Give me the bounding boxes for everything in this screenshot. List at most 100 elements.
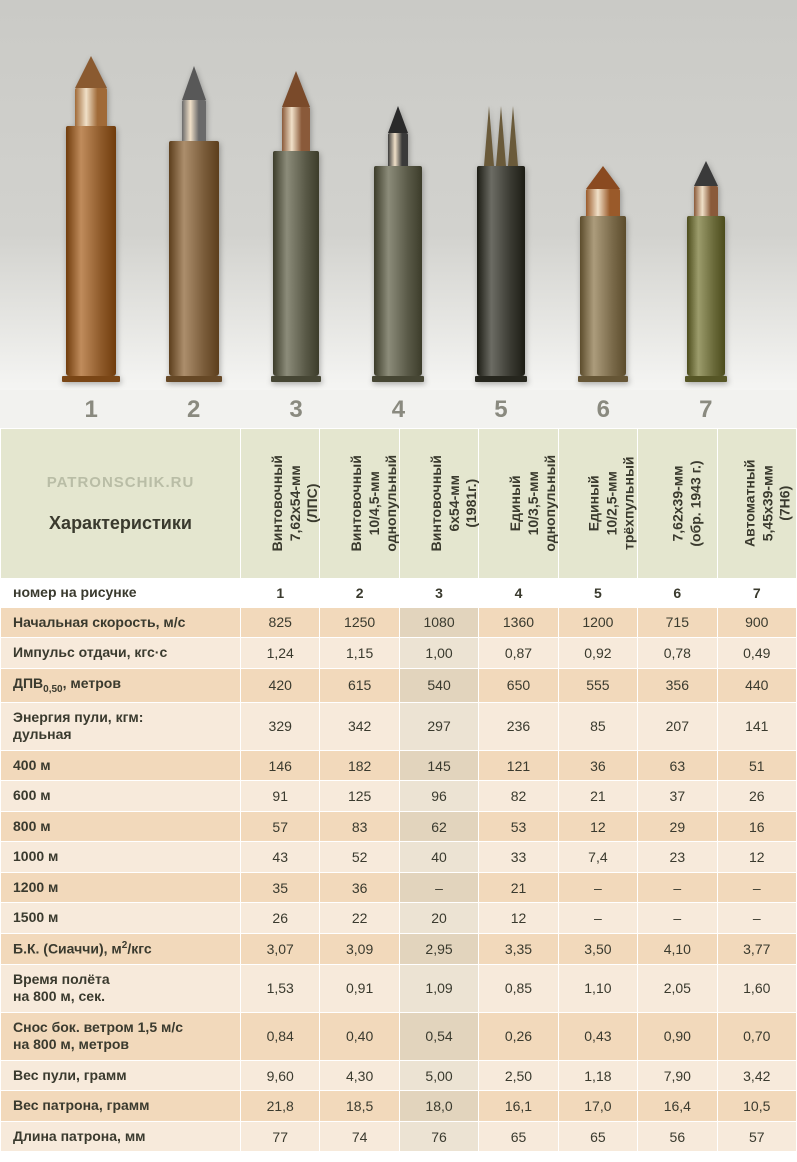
- data-cell: 62: [399, 811, 478, 842]
- data-cell: 4,30: [320, 1060, 399, 1091]
- index-cell: 1: [241, 579, 320, 608]
- data-cell: –: [638, 903, 717, 934]
- characteristics-table: PATRONSCHIK.RU Характеристики Винтовочны…: [0, 428, 797, 1152]
- image-number: 6: [552, 396, 654, 424]
- data-cell: 65: [558, 1121, 637, 1152]
- table-row: ДПВ0,50, метров420615540650555356440: [1, 668, 797, 702]
- cartridge-7: [655, 0, 757, 382]
- data-cell: 141: [717, 702, 796, 750]
- data-cell: 91: [241, 781, 320, 812]
- row-label: Начальная скорость, м/с: [1, 607, 241, 638]
- data-cell: 0,54: [399, 1012, 478, 1060]
- row-label: 600 м: [1, 781, 241, 812]
- data-cell: 0,70: [717, 1012, 796, 1060]
- data-cell: 9,60: [241, 1060, 320, 1091]
- column-header-5: Единый10/2,5-ммтрёхпульный: [558, 429, 637, 579]
- table-row: 800 м57836253122916: [1, 811, 797, 842]
- data-cell: 74: [320, 1121, 399, 1152]
- cartridge-4: [347, 0, 449, 382]
- table-row: 400 м146182145121366351: [1, 750, 797, 781]
- data-cell: 121: [479, 750, 558, 781]
- row-label: Б.К. (Сиаччи), м2/кгс: [1, 933, 241, 964]
- data-cell: 12: [558, 811, 637, 842]
- column-header-3: Винтовочный6х54-мм(1981г.): [399, 429, 478, 579]
- data-cell: 0,84: [241, 1012, 320, 1060]
- index-cell: 2: [320, 579, 399, 608]
- data-cell: 555: [558, 668, 637, 702]
- image-number: 4: [347, 396, 449, 424]
- data-cell: 125: [320, 781, 399, 812]
- data-cell: 65: [479, 1121, 558, 1152]
- data-cell: 825: [241, 607, 320, 638]
- data-cell: –: [717, 903, 796, 934]
- data-cell: 1,60: [717, 964, 796, 1012]
- cartridge-2: [142, 0, 244, 382]
- row-label: Вес пули, грамм: [1, 1060, 241, 1091]
- data-cell: 1360: [479, 607, 558, 638]
- row-label: Время полётана 800 м, сек.: [1, 964, 241, 1012]
- data-cell: 0,92: [558, 638, 637, 669]
- data-cell: 10,5: [717, 1091, 796, 1122]
- data-cell: 1250: [320, 607, 399, 638]
- index-cell: 3: [399, 579, 478, 608]
- data-cell: 0,49: [717, 638, 796, 669]
- image-number: 5: [450, 396, 552, 424]
- index-cell: 5: [558, 579, 637, 608]
- data-cell: 0,43: [558, 1012, 637, 1060]
- data-cell: 21: [479, 872, 558, 903]
- data-cell: 37: [638, 781, 717, 812]
- data-cell: 0,91: [320, 964, 399, 1012]
- data-cell: 3,42: [717, 1060, 796, 1091]
- table-row: Б.К. (Сиаччи), м2/кгс3,073,092,953,353,5…: [1, 933, 797, 964]
- data-cell: 2,50: [479, 1060, 558, 1091]
- data-cell: 7,90: [638, 1060, 717, 1091]
- header-title-cell: PATRONSCHIK.RU Характеристики: [1, 429, 241, 579]
- data-cell: 540: [399, 668, 478, 702]
- index-row: номер на рисунке1234567: [1, 579, 797, 608]
- row-label: 1500 м: [1, 903, 241, 934]
- data-cell: 26: [241, 903, 320, 934]
- cartridge-5: [450, 0, 552, 382]
- index-cell: 7: [717, 579, 796, 608]
- table-row: Начальная скорость, м/с82512501080136012…: [1, 607, 797, 638]
- data-cell: 3,50: [558, 933, 637, 964]
- image-number: 2: [142, 396, 244, 424]
- data-cell: 4,10: [638, 933, 717, 964]
- data-cell: –: [717, 872, 796, 903]
- cartridge-6: [552, 0, 654, 382]
- table-row: Вес патрона, грамм21,818,518,016,117,016…: [1, 1091, 797, 1122]
- data-cell: 0,87: [479, 638, 558, 669]
- row-label: 1000 м: [1, 842, 241, 873]
- data-cell: 12: [717, 842, 796, 873]
- watermark: PATRONSCHIK.RU: [7, 474, 234, 491]
- data-cell: 23: [638, 842, 717, 873]
- data-cell: 5,00: [399, 1060, 478, 1091]
- data-cell: 3,77: [717, 933, 796, 964]
- data-cell: 2,05: [638, 964, 717, 1012]
- row-label: Импульс отдачи, кгс·с: [1, 638, 241, 669]
- data-cell: 82: [479, 781, 558, 812]
- data-cell: 3,07: [241, 933, 320, 964]
- data-cell: 18,5: [320, 1091, 399, 1122]
- data-cell: 20: [399, 903, 478, 934]
- image-number: 7: [655, 396, 757, 424]
- data-cell: 715: [638, 607, 717, 638]
- data-cell: 440: [717, 668, 796, 702]
- table-row: 1500 м26222012–––: [1, 903, 797, 934]
- row-label: Вес патрона, грамм: [1, 1091, 241, 1122]
- data-cell: 1,24: [241, 638, 320, 669]
- data-cell: 3,35: [479, 933, 558, 964]
- data-cell: 1,09: [399, 964, 478, 1012]
- index-cell: 4: [479, 579, 558, 608]
- data-cell: 1,15: [320, 638, 399, 669]
- table-row: Импульс отдачи, кгс·с1,241,151,000,870,9…: [1, 638, 797, 669]
- data-cell: 297: [399, 702, 478, 750]
- data-cell: 1,53: [241, 964, 320, 1012]
- data-cell: 0,26: [479, 1012, 558, 1060]
- data-cell: 63: [638, 750, 717, 781]
- column-header-4: Единый10/3,5-ммоднопульный: [479, 429, 558, 579]
- data-cell: 29: [638, 811, 717, 842]
- data-cell: –: [558, 903, 637, 934]
- data-cell: 76: [399, 1121, 478, 1152]
- row-label: 400 м: [1, 750, 241, 781]
